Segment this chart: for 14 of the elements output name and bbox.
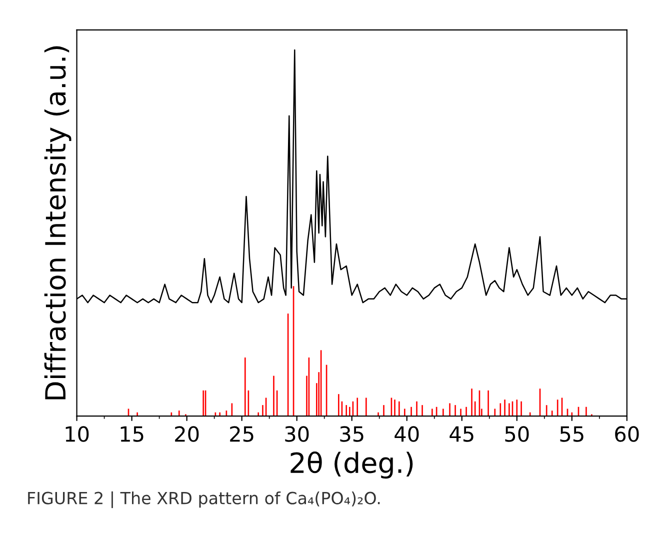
x-tick-label: 30 (285, 426, 309, 442)
x-tick-label: 45 (450, 426, 474, 442)
x-tick-label: 55 (560, 426, 584, 442)
x-tick-label: 35 (340, 426, 364, 442)
x-tick-label: 60 (615, 426, 639, 442)
x-tick-label: 20 (175, 426, 199, 442)
x-tick-label: 25 (230, 426, 254, 442)
x-tick-label: 40 (394, 426, 419, 442)
x-tick-label: 15 (120, 426, 144, 442)
caption: FIGURE 2 | The XRD pattern of Ca₄(PO₄)₂O. (28, 491, 380, 508)
x-axis-title: 2θ (deg.) (290, 451, 413, 479)
y-axis-title: Diffraction Intensity (a.u.) (44, 46, 72, 400)
x-tick-label: 10 (66, 426, 89, 442)
x-tick-label: 50 (505, 426, 529, 442)
